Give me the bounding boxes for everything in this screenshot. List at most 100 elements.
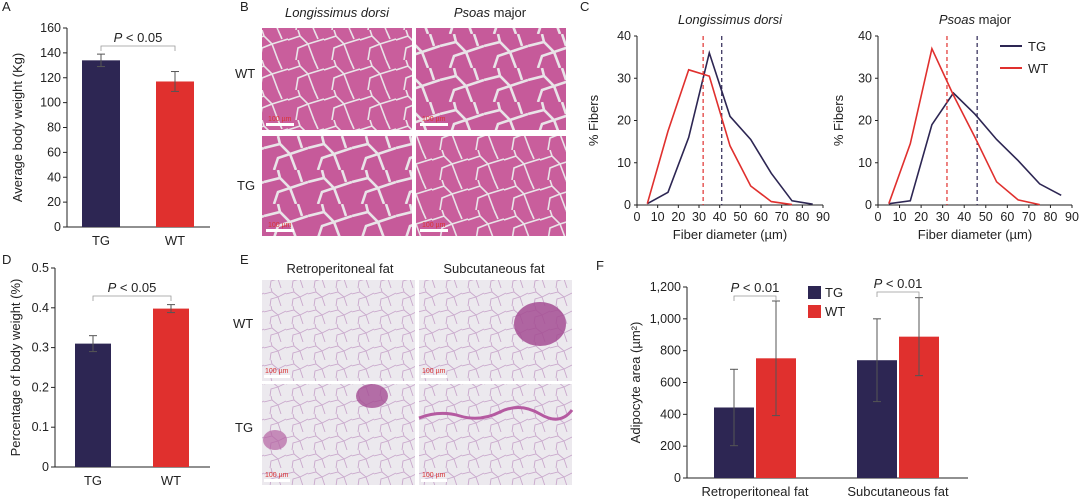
y-tick-label: 80 bbox=[47, 121, 61, 135]
x-tick-label: TG bbox=[92, 233, 110, 248]
x-tick-label: TG bbox=[84, 473, 102, 488]
y-tick-label: 40 bbox=[858, 29, 872, 43]
x-tick-label: 80 bbox=[795, 210, 809, 224]
p-value-annotation: P < 0.05 bbox=[114, 30, 163, 45]
micrograph-ld-tg bbox=[262, 136, 412, 236]
gland-cluster bbox=[263, 430, 287, 450]
y-tick-label: 40 bbox=[47, 170, 61, 184]
panel-b-row-label-wt: WT bbox=[235, 66, 255, 81]
micrograph-rp-wt bbox=[262, 280, 415, 381]
panel-letter-f: F bbox=[596, 258, 604, 273]
skin-edge bbox=[418, 406, 574, 421]
micrograph-sc-tg bbox=[419, 384, 572, 485]
y-tick-label: 0 bbox=[674, 471, 681, 485]
bar-tg bbox=[75, 343, 111, 467]
y-tick-label: 160 bbox=[40, 21, 61, 35]
series-line-wt bbox=[888, 46, 1040, 206]
x-tick-label: WT bbox=[161, 473, 181, 488]
y-tick-label: 0 bbox=[42, 460, 49, 474]
scale-bar bbox=[264, 479, 290, 482]
gland-cluster bbox=[356, 384, 388, 408]
y-tick-label: 1,000 bbox=[650, 312, 681, 326]
x-tick-label: Subcutaneous fat bbox=[847, 484, 949, 499]
x-axis-label: Fiber diameter (µm) bbox=[918, 227, 1032, 242]
bar-wt bbox=[153, 308, 189, 467]
panel-f-bar-chart: 0 200 400 600 800 1,000 1,200 Retroperitoneal f… bbox=[628, 276, 968, 499]
scale-bar bbox=[420, 123, 448, 126]
series-line-tg bbox=[888, 91, 1062, 205]
y-tick-label: 0 bbox=[865, 198, 872, 212]
scale-label: 100 µm bbox=[422, 472, 446, 479]
p-value-annotation: P < 0.05 bbox=[108, 280, 157, 295]
panel-e-row-label-wt: WT bbox=[233, 316, 253, 331]
scale-label: 100 µm bbox=[265, 472, 289, 479]
scale-bar bbox=[266, 123, 294, 126]
scale-bar bbox=[264, 375, 290, 378]
scale-label: 100 µm bbox=[422, 222, 446, 229]
y-tick-label: 0.4 bbox=[32, 301, 49, 315]
scale-bar bbox=[421, 375, 447, 378]
y-tick-label: 1,200 bbox=[650, 280, 681, 294]
y-tick-label: 0 bbox=[54, 220, 61, 234]
x-tick-label: 50 bbox=[979, 210, 993, 224]
x-tick-label: 90 bbox=[1065, 210, 1079, 224]
x-tick-label: 90 bbox=[816, 210, 830, 224]
x-tick-label: 50 bbox=[733, 210, 747, 224]
panel-b-row-label-tg: TG bbox=[237, 178, 255, 193]
x-tick-label: 0 bbox=[634, 210, 641, 224]
y-tick-label: 30 bbox=[617, 71, 631, 85]
y-tick-label: 800 bbox=[660, 344, 681, 358]
x-tick-label: 20 bbox=[671, 210, 685, 224]
legend-label-wt: WT bbox=[825, 304, 845, 319]
x-tick-label: 20 bbox=[914, 210, 928, 224]
y-tick-label: 200 bbox=[660, 439, 681, 453]
y-tick-label: 600 bbox=[660, 376, 681, 390]
panel-b-micrographs: Longissimus dorsi Psoas major WT TG 100 … bbox=[235, 5, 566, 236]
y-tick-label: 0.3 bbox=[32, 341, 49, 355]
panel-e-micrographs: Retroperitoneal fat Subcutaneous fat WT … bbox=[233, 261, 574, 485]
x-tick-label: 60 bbox=[1000, 210, 1014, 224]
x-tick-label: 0 bbox=[875, 210, 882, 224]
significance-bracket bbox=[100, 45, 176, 51]
legend-label-wt: WT bbox=[1028, 61, 1048, 76]
series-line-wt bbox=[646, 68, 793, 206]
scale-label: 100 µm bbox=[268, 222, 292, 229]
y-axis-label: Percentage of body weight (%) bbox=[8, 279, 23, 457]
panel-letter-b: B bbox=[240, 0, 249, 14]
y-tick-label: 0.2 bbox=[32, 380, 49, 394]
x-tick-label: 30 bbox=[692, 210, 706, 224]
panel-letter-e: E bbox=[240, 252, 249, 267]
scale-label: 100 µm bbox=[422, 368, 446, 375]
y-tick-label: 30 bbox=[858, 71, 872, 85]
y-tick-label: 120 bbox=[40, 71, 61, 85]
y-tick-label: 40 bbox=[617, 29, 631, 43]
panel-b-col-header-2: Psoas major bbox=[454, 5, 527, 20]
micrograph-pm-tg bbox=[416, 136, 566, 236]
micrograph-ld-wt bbox=[262, 28, 412, 130]
scale-bar bbox=[421, 479, 447, 482]
micrograph-rp-tg bbox=[262, 384, 415, 485]
legend-swatch-tg bbox=[808, 286, 821, 299]
panel-d-bar-chart: 0 0.1 0.2 0.3 0.4 0.5 TG WT Percentage of body w… bbox=[8, 261, 210, 488]
x-tick-label: 30 bbox=[936, 210, 950, 224]
y-tick-label: 20 bbox=[858, 114, 872, 128]
x-tick-label: WT bbox=[165, 233, 185, 248]
x-tick-label: 40 bbox=[957, 210, 971, 224]
panel-c-line-chart-psoas: 0 10 20 30 40 50 60 70 80 90 0 10 20 30 40 Psoas major F… bbox=[831, 12, 1079, 242]
scale-label: 100 µm bbox=[268, 116, 292, 123]
y-tick-label: 20 bbox=[47, 195, 61, 209]
panel-e-col-header-2: Subcutaneous fat bbox=[443, 261, 545, 276]
series-line-tg bbox=[646, 49, 813, 205]
y-tick-label: 140 bbox=[40, 46, 61, 60]
panel-e-row-label-tg: TG bbox=[235, 420, 253, 435]
y-tick-label: 100 bbox=[40, 96, 61, 110]
x-tick-label: Retroperitoneal fat bbox=[702, 484, 809, 499]
significance-bracket bbox=[733, 295, 777, 301]
x-tick-label: 60 bbox=[754, 210, 768, 224]
y-tick-label: 60 bbox=[47, 145, 61, 159]
x-tick-label: 10 bbox=[651, 210, 665, 224]
chart-title: Psoas major bbox=[939, 12, 1012, 27]
x-tick-label: 80 bbox=[1043, 210, 1057, 224]
y-tick-label: 0 bbox=[624, 198, 631, 212]
